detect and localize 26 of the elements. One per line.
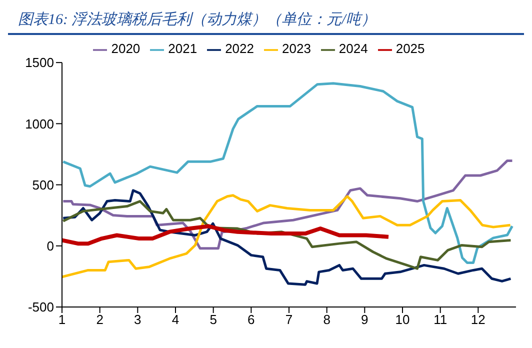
legend-label: 2025 xyxy=(396,41,425,56)
y-tick-label: 1000 xyxy=(25,116,54,132)
x-tick-label: 10 xyxy=(395,312,410,328)
legend-label: 2021 xyxy=(168,41,198,56)
line-series xyxy=(62,224,390,246)
x-tick-label: 2 xyxy=(96,312,104,328)
x-tick-label: 6 xyxy=(248,312,255,328)
x-tick-label: 3 xyxy=(134,312,142,328)
legend-label: 2023 xyxy=(282,41,311,56)
x-tick-label: 5 xyxy=(210,312,217,328)
x-tick-label: 12 xyxy=(470,312,486,328)
y-tick-label: 1500 xyxy=(25,55,54,70)
y-tick-label: -500 xyxy=(28,300,54,315)
x-tick-label: 8 xyxy=(323,312,330,328)
x-tick-label: 9 xyxy=(361,312,368,328)
y-tick-label: 500 xyxy=(32,177,54,192)
x-tick-label: 7 xyxy=(285,312,293,328)
x-tick-label: 11 xyxy=(434,312,448,328)
chart-title: 图表16: 浮法玻璃税后毛利（动力煤）（单位：元/吨） xyxy=(8,8,524,35)
x-tick-label: 1 xyxy=(58,312,66,328)
legend-label: 2024 xyxy=(338,41,368,56)
legend-label: 2020 xyxy=(111,41,140,56)
x-tick-label: 4 xyxy=(172,312,180,328)
y-tick-label: 0 xyxy=(46,238,54,254)
legend-label: 2022 xyxy=(225,41,254,56)
line-series xyxy=(62,82,514,264)
